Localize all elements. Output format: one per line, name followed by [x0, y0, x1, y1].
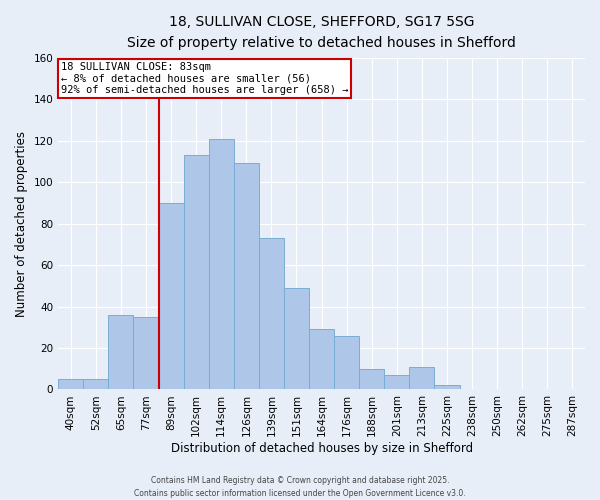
Bar	[409, 366, 434, 390]
Bar	[58, 379, 83, 390]
Bar	[83, 379, 109, 390]
Bar	[334, 336, 359, 390]
Text: 18 SULLIVAN CLOSE: 83sqm
← 8% of detached houses are smaller (56)
92% of semi-de: 18 SULLIVAN CLOSE: 83sqm ← 8% of detache…	[61, 62, 348, 95]
Bar	[385, 375, 409, 390]
Title: 18, SULLIVAN CLOSE, SHEFFORD, SG17 5SG
Size of property relative to detached hou: 18, SULLIVAN CLOSE, SHEFFORD, SG17 5SG S…	[127, 15, 516, 50]
Bar	[184, 155, 209, 390]
Text: Contains HM Land Registry data © Crown copyright and database right 2025.
Contai: Contains HM Land Registry data © Crown c…	[134, 476, 466, 498]
Bar	[284, 288, 309, 390]
Bar	[133, 317, 158, 390]
Bar	[259, 238, 284, 390]
Bar	[234, 164, 259, 390]
Bar	[109, 315, 133, 390]
X-axis label: Distribution of detached houses by size in Shefford: Distribution of detached houses by size …	[170, 442, 473, 455]
Bar	[359, 368, 385, 390]
Bar	[158, 203, 184, 390]
Bar	[209, 138, 234, 390]
Y-axis label: Number of detached properties: Number of detached properties	[15, 130, 28, 316]
Bar	[434, 386, 460, 390]
Bar	[309, 330, 334, 390]
